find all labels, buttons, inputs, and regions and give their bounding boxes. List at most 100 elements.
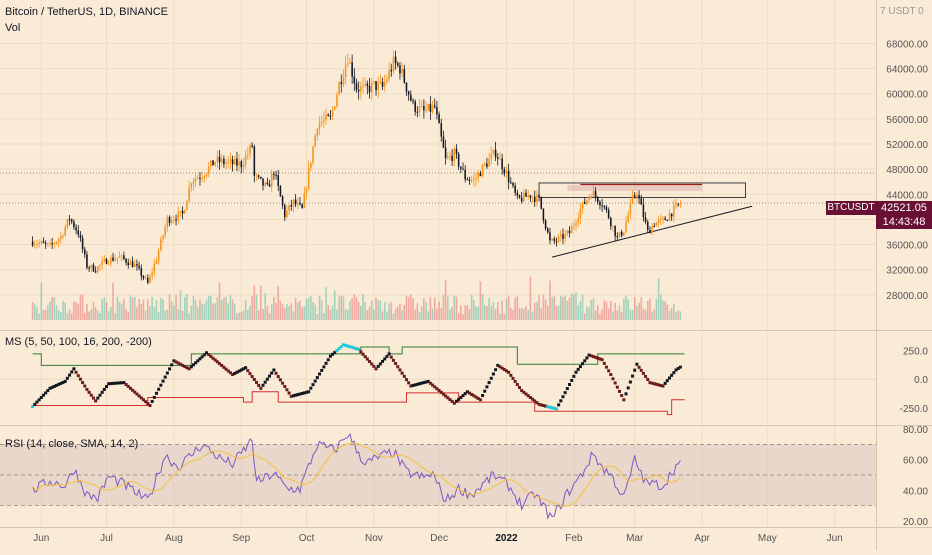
volume-bar — [457, 312, 460, 320]
volume-bar — [338, 296, 340, 320]
candle-body — [260, 176, 262, 179]
volume-bar — [503, 313, 506, 320]
ms-oscillator-point — [89, 393, 93, 397]
volume-bar — [127, 312, 130, 320]
candle-body — [340, 82, 343, 85]
volume-bar — [629, 309, 632, 320]
volume-bar — [433, 297, 436, 320]
candle-body — [433, 105, 436, 108]
candle-body — [664, 218, 666, 221]
volume-bar — [583, 313, 586, 320]
volume-bar — [618, 305, 621, 320]
candle-body — [138, 265, 140, 269]
ms-oscillator-point — [131, 388, 135, 392]
ms-oscillator-point — [472, 394, 476, 398]
volume-bar — [455, 296, 458, 320]
volume-bar — [175, 294, 177, 320]
volume-bar — [275, 303, 277, 320]
candle-body — [570, 226, 573, 234]
ms-oscillator-point — [591, 355, 595, 359]
ms-oscillator-point — [148, 404, 152, 408]
volume-bar — [392, 313, 395, 320]
ms-oscillator-point — [389, 355, 393, 359]
volume-bar — [118, 301, 121, 320]
candle-body — [577, 218, 579, 223]
candle-body — [677, 203, 679, 205]
ms-oscillator-point — [624, 392, 628, 396]
volume-bar — [333, 290, 336, 320]
ms-oscillator-point — [363, 355, 367, 359]
volume-bar — [94, 306, 97, 320]
ms-oscillator-point — [302, 391, 306, 395]
volume-bar — [516, 296, 519, 320]
x-tick-label: Mar — [626, 533, 644, 544]
candle-body — [586, 199, 588, 204]
ms-oscillator-point — [515, 382, 519, 386]
ms-oscillator-point — [259, 386, 263, 390]
candle-body — [538, 194, 540, 197]
ms-oscillator-point — [320, 368, 324, 372]
volume-bar — [142, 299, 145, 320]
ms-oscillator-point — [509, 373, 513, 377]
candle-body — [516, 192, 519, 196]
symbol-title[interactable]: Bitcoin / TetherUS, 1D, BINANCE — [5, 6, 169, 18]
volume-bar — [407, 297, 410, 320]
candle-body — [351, 62, 353, 77]
volume-label[interactable]: Vol — [5, 22, 21, 34]
volume-bar — [257, 310, 260, 320]
ms-oscillator-point — [337, 347, 341, 351]
candle-body — [460, 166, 462, 169]
candle-body — [429, 103, 432, 112]
ms-oscillator-point — [196, 359, 200, 363]
candle-body — [203, 176, 206, 179]
rsi-label[interactable]: RSI (14, close, SMA, 14, 2) — [5, 438, 139, 450]
candle-body — [68, 219, 71, 221]
ms-oscillator-point — [120, 381, 124, 385]
volume-bar — [399, 303, 401, 320]
candle-body — [73, 221, 75, 228]
candle-body — [49, 243, 51, 245]
volume-bar — [183, 297, 186, 320]
ms-oscillator-point — [463, 392, 467, 396]
candle-body — [542, 208, 545, 221]
ms-label[interactable]: MS (5, 50, 100, 16, 200, -200) — [5, 336, 152, 348]
candle-body — [303, 192, 306, 208]
volume-bar — [444, 279, 447, 320]
volume-bar — [57, 309, 60, 320]
x-tick-label: Dec — [430, 533, 448, 544]
volume-bar — [599, 313, 601, 320]
volume-bar — [199, 299, 201, 320]
volume-bar — [520, 308, 523, 320]
volume-bar — [355, 297, 358, 320]
ms-oscillator-point — [454, 399, 458, 403]
ms-oscillator-point — [667, 376, 671, 380]
ms-oscillator-point — [570, 378, 574, 382]
ms-oscillator-point — [633, 368, 637, 372]
volume-bar — [477, 306, 480, 320]
candle-body — [103, 259, 106, 262]
ms-oscillator-point — [657, 383, 661, 387]
volume-bar — [262, 308, 264, 320]
x-tick-label: Aug — [165, 533, 183, 544]
ms-oscillator-point — [122, 381, 126, 385]
candle-body — [386, 79, 388, 83]
ms-oscillator-point — [404, 378, 408, 382]
candle-body — [286, 210, 288, 218]
candle-body — [127, 262, 130, 266]
x-tick-label: May — [758, 533, 777, 544]
ms-oscillator-point — [198, 357, 202, 361]
candle-body — [33, 244, 36, 246]
volume-bar — [460, 305, 462, 320]
volume-bar — [614, 302, 616, 320]
ms-oscillator-point — [70, 370, 74, 374]
y-tick-label: 64000.00 — [886, 65, 928, 76]
volume-bar — [351, 298, 353, 320]
candle-body — [99, 264, 101, 267]
ms-oscillator-point — [209, 354, 213, 358]
volume-bar — [396, 306, 399, 320]
ms-oscillator-point — [133, 390, 137, 394]
candle-body — [420, 106, 423, 108]
ms-oscillator-point — [107, 382, 111, 386]
